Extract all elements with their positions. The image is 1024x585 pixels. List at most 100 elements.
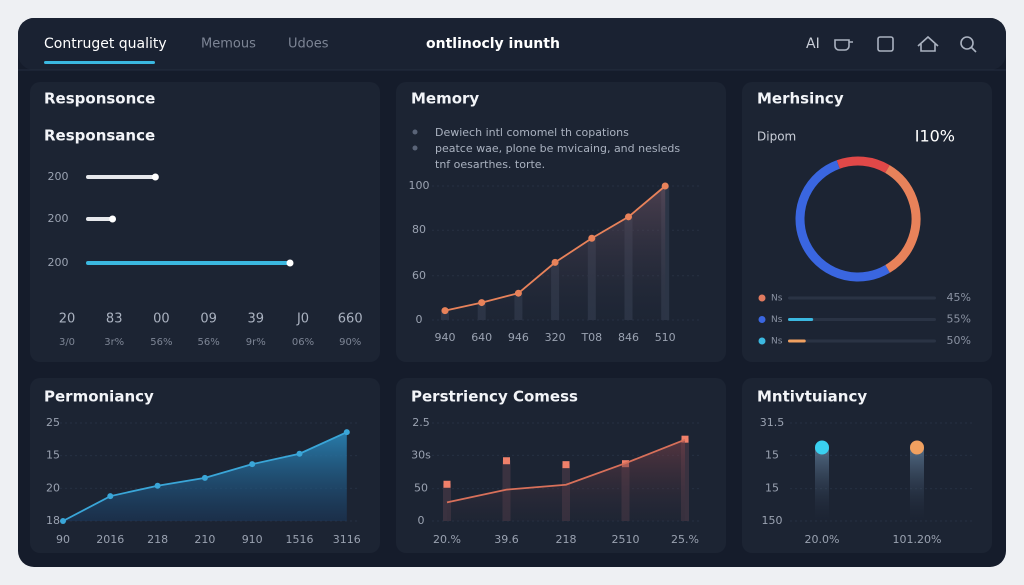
headline: I10% — [915, 127, 955, 146]
legend-bar — [788, 318, 814, 321]
legend-dot — [758, 316, 766, 323]
y-tick-label: 25 — [46, 416, 60, 429]
panel-title: Mntivtuiancy — [757, 388, 867, 406]
nav-icon-label[interactable]: AI — [806, 36, 820, 52]
bar-cap — [562, 461, 570, 469]
y-tick-label: 100 — [409, 179, 430, 192]
y-tick-label: 60 — [412, 269, 426, 282]
legend-dot — [758, 294, 766, 302]
icon-frame[interactable] — [877, 36, 894, 52]
legend-value: 45% — [947, 291, 971, 304]
table-cell: 3r% — [104, 337, 124, 348]
nav-tab[interactable]: Contruget quality — [44, 36, 167, 52]
panel-title: Permoniancy — [44, 388, 154, 406]
nav-title: ontlinocly inunth — [426, 36, 560, 52]
caption: Dipom — [757, 130, 796, 144]
point — [478, 299, 486, 307]
table-cell: 56% — [150, 337, 172, 348]
point — [107, 493, 114, 500]
point — [441, 307, 449, 315]
table-cell: 9r% — [246, 337, 266, 348]
panel-subtitle: Responsance — [44, 127, 155, 145]
point — [296, 450, 303, 457]
progress-knob — [109, 215, 117, 223]
panel-title: Perstriency Comess — [411, 388, 578, 406]
x-tick-label: 25.% — [671, 533, 699, 546]
x-tick-label: 2016 — [96, 533, 124, 546]
progress-bar — [86, 217, 113, 221]
legend-label: Ns — [771, 337, 783, 347]
panel — [742, 378, 992, 553]
x-tick-label: 946 — [508, 331, 529, 344]
y-tick-label: 150 — [762, 514, 783, 527]
progress-knob — [151, 173, 159, 181]
point — [201, 474, 208, 481]
x-tick-label: 20.0% — [805, 533, 840, 546]
y-tick-label: 50 — [414, 482, 428, 495]
icon-search[interactable] — [960, 36, 974, 50]
legend-dot — [758, 337, 766, 345]
bar-cap — [681, 435, 689, 443]
dot — [815, 440, 829, 455]
row-label: 200 — [48, 170, 69, 183]
point — [343, 429, 350, 436]
x-tick-label: 101.20% — [893, 533, 942, 546]
y-tick-label: 18 — [46, 514, 60, 527]
x-tick-label: 20.% — [433, 533, 461, 546]
y-tick-label: 15 — [765, 448, 779, 461]
progress-knob — [286, 259, 294, 267]
x-tick-label: 218 — [147, 533, 168, 546]
progress-bar — [86, 261, 290, 265]
x-tick-label: 940 — [435, 331, 456, 344]
x-tick-label: 320 — [545, 331, 566, 344]
legend-label: Ns — [771, 294, 783, 304]
x-tick-label: 2510 — [612, 533, 640, 546]
x-tick-label: 510 — [655, 331, 676, 344]
area — [63, 432, 347, 521]
y-tick-label: 15 — [765, 482, 779, 495]
area — [447, 439, 685, 521]
panel-title: Merhsincy — [757, 90, 844, 108]
point — [551, 258, 559, 266]
x-tick-label: 210 — [194, 533, 215, 546]
table-cell: 00 — [153, 312, 170, 327]
table-cell: 3/0 — [59, 337, 75, 348]
y-tick-label: 2.5 — [412, 416, 430, 429]
point — [514, 289, 522, 297]
donut-segment — [795, 156, 921, 282]
row-label: 200 — [48, 256, 69, 269]
row-label: 200 — [48, 212, 69, 225]
legend-track — [788, 296, 936, 300]
point — [60, 518, 66, 524]
tab-underline — [44, 61, 155, 64]
table-cell: 56% — [197, 337, 219, 348]
x-tick-label: 1516 — [286, 533, 314, 546]
line — [446, 438, 686, 504]
note: Dewiech intl comomel th copations — [435, 126, 629, 139]
icon-cup[interactable] — [834, 39, 853, 51]
table-cell: 83 — [106, 312, 123, 327]
y-tick-label: 31.5 — [760, 416, 785, 429]
icon-home[interactable] — [917, 35, 939, 52]
panel-title: Responsonce — [44, 90, 155, 108]
y-tick-label: 0 — [416, 313, 423, 326]
area — [445, 186, 666, 320]
table-cell: 09 — [200, 312, 217, 327]
note: peatce wae, plone be mvicaing, and nesle… — [435, 142, 680, 155]
table-cell: 90% — [339, 337, 361, 348]
panel — [742, 82, 992, 362]
dot — [910, 440, 924, 455]
nav-tab[interactable]: Memous — [201, 37, 256, 52]
nav-bar — [18, 18, 1006, 70]
table-cell: 660 — [338, 312, 363, 327]
bar-cap — [503, 457, 510, 465]
nav-tab[interactable]: Udoes — [288, 37, 329, 52]
nav-icons — [834, 35, 977, 53]
icon-search-handle — [970, 46, 977, 53]
x-tick-label: T08 — [580, 331, 602, 344]
x-tick-label: 39.6 — [494, 533, 519, 546]
legend-bar — [788, 339, 806, 343]
y-tick-label: 80 — [412, 223, 426, 236]
donut-segment — [795, 156, 921, 282]
x-tick-label: 3116 — [333, 533, 361, 546]
